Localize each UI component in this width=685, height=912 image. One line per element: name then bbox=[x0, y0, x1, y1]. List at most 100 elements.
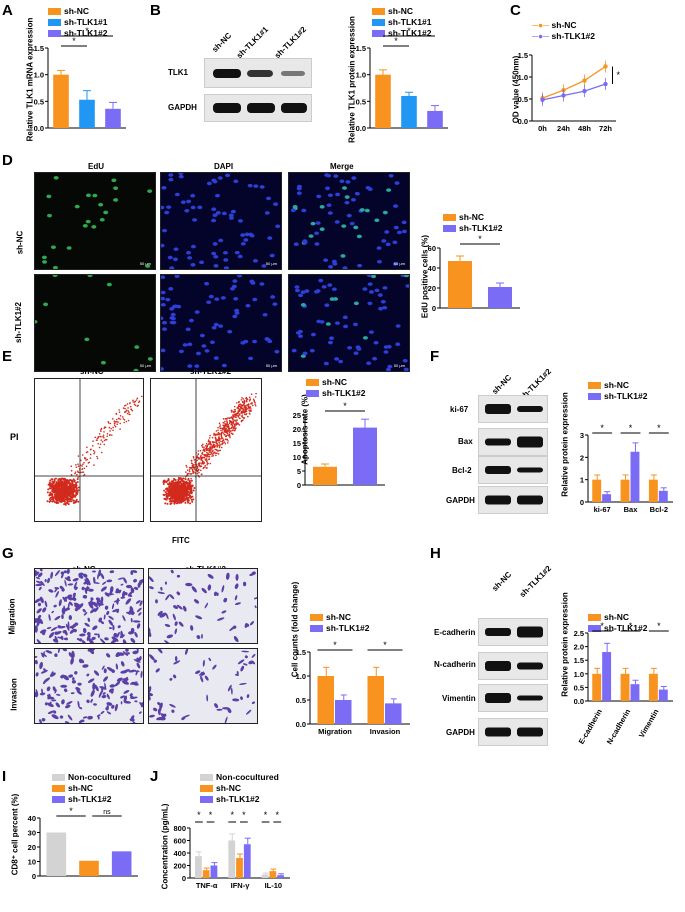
cell-nucleus bbox=[343, 324, 349, 329]
flow-event bbox=[182, 500, 185, 503]
legend-a: sh-NC sh-TLK1#1 sh-TLK1#2 bbox=[48, 6, 107, 39]
stained-cell bbox=[242, 581, 247, 587]
flow-event bbox=[191, 484, 194, 487]
bar-F bbox=[658, 490, 668, 502]
sig-star-F: * bbox=[657, 423, 661, 433]
flow-event bbox=[204, 464, 207, 467]
flow-event bbox=[235, 420, 237, 423]
stained-cell bbox=[204, 602, 209, 609]
legend-j: Non-cocultured sh-NC sh-TLK1#2 bbox=[200, 772, 279, 805]
stained-cell bbox=[46, 626, 52, 630]
stained-cell bbox=[229, 625, 236, 631]
flow-event bbox=[170, 482, 173, 485]
cell-nucleus bbox=[100, 360, 106, 365]
flow-event bbox=[166, 479, 169, 482]
stained-cell bbox=[92, 682, 96, 691]
flow-event bbox=[233, 427, 235, 429]
cell-nucleus bbox=[164, 210, 170, 215]
cell-nucleus bbox=[339, 179, 345, 184]
cell-nucleus bbox=[327, 283, 333, 287]
flow-event bbox=[72, 502, 75, 505]
flow-event bbox=[64, 503, 67, 506]
flow-event bbox=[66, 479, 69, 482]
sig-star-C: * bbox=[617, 70, 621, 80]
sig-star-H: * bbox=[600, 621, 604, 631]
stained-cell bbox=[241, 650, 250, 653]
flow-event bbox=[185, 492, 188, 495]
flow-event bbox=[122, 407, 125, 409]
flow-event bbox=[228, 419, 231, 422]
panel-label-i: I bbox=[2, 768, 7, 785]
flow-event bbox=[206, 462, 209, 464]
flow-event bbox=[72, 499, 75, 502]
cell-nucleus bbox=[298, 334, 304, 338]
stained-cell bbox=[53, 710, 57, 714]
stained-cell bbox=[90, 689, 95, 697]
flow-event bbox=[250, 393, 253, 395]
flow-event bbox=[73, 480, 76, 483]
stained-cell bbox=[208, 657, 212, 662]
stained-cell bbox=[165, 613, 169, 620]
cell-nucleus bbox=[206, 300, 212, 305]
stained-cell bbox=[35, 583, 43, 587]
flow-event bbox=[188, 482, 191, 485]
stained-cell bbox=[213, 591, 218, 597]
stained-cell bbox=[240, 665, 245, 672]
flow-event bbox=[217, 431, 220, 434]
stained-cell bbox=[37, 572, 43, 578]
cell-nucleus bbox=[176, 304, 182, 309]
flow-event bbox=[67, 494, 70, 497]
y-tick-label-H: 0.5 bbox=[574, 683, 584, 692]
bar-A bbox=[53, 74, 69, 128]
cell-nucleus bbox=[331, 259, 337, 264]
bar-F bbox=[592, 479, 602, 502]
flow-event bbox=[186, 489, 189, 492]
flow-event bbox=[209, 451, 211, 454]
flow-event bbox=[220, 435, 222, 437]
stained-cell bbox=[97, 715, 100, 720]
flow-event bbox=[229, 429, 231, 432]
stained-cell bbox=[173, 605, 179, 609]
flow-event bbox=[92, 445, 94, 447]
flow-event bbox=[164, 502, 167, 505]
flow-event bbox=[125, 409, 128, 412]
blot-h-label-ecad: E-cadherin bbox=[434, 628, 476, 637]
flow-event bbox=[100, 427, 103, 430]
cell-nucleus bbox=[233, 297, 239, 301]
stained-cell bbox=[92, 625, 98, 631]
stained-cell bbox=[72, 592, 76, 600]
flow-event bbox=[207, 455, 210, 458]
stained-cell bbox=[48, 613, 51, 621]
stained-cell bbox=[200, 675, 204, 683]
cell-nucleus bbox=[237, 273, 243, 278]
cell-nucleus bbox=[169, 307, 175, 311]
scale-bar-label: 50 μm bbox=[266, 363, 278, 368]
flow-event bbox=[51, 493, 54, 496]
flow-event bbox=[190, 479, 193, 482]
flow-event bbox=[220, 440, 222, 443]
stained-cell bbox=[214, 703, 219, 709]
cell-nucleus bbox=[259, 185, 265, 189]
cell-nucleus bbox=[368, 330, 374, 334]
flow-event bbox=[201, 451, 204, 454]
cell-nucleus bbox=[240, 233, 246, 237]
flow-event bbox=[210, 445, 212, 447]
flow-event bbox=[123, 421, 126, 424]
flow-event bbox=[209, 462, 212, 465]
flow-event bbox=[68, 500, 71, 503]
x-tick-label-J: TNF-α bbox=[196, 881, 218, 890]
stained-cell bbox=[115, 663, 119, 670]
stained-cell bbox=[50, 626, 58, 632]
cell-nucleus bbox=[387, 364, 393, 369]
bar-I bbox=[46, 832, 67, 876]
flow-event bbox=[183, 486, 186, 489]
cell-nucleus bbox=[199, 333, 205, 338]
flow-event bbox=[164, 491, 167, 494]
flow-event bbox=[225, 438, 228, 441]
flow-event bbox=[226, 420, 228, 422]
flow-event bbox=[48, 494, 51, 497]
flow-event bbox=[173, 481, 176, 484]
cell-nucleus bbox=[232, 314, 238, 319]
blot-band bbox=[517, 495, 543, 505]
flow-event bbox=[97, 443, 99, 445]
